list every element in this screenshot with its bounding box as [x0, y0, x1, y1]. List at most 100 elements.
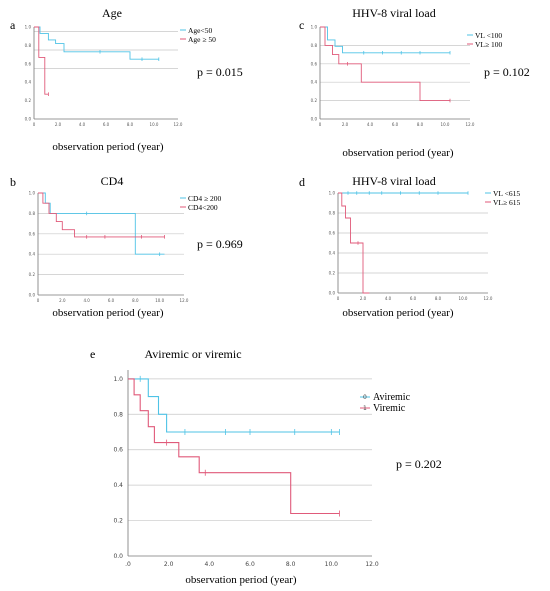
legend-label: CD4<200 — [188, 203, 218, 212]
legend-label: VL <615 — [493, 189, 520, 198]
y-tick-label: 0.4 — [311, 80, 318, 85]
y-tick-label: 0.2 — [113, 518, 123, 525]
x-tick-label: 0 — [337, 296, 340, 301]
legend-label: VL≥ 615 — [493, 198, 520, 207]
y-tick-label: 0.4 — [329, 251, 336, 256]
panel-b-x-axis-label: observation period (year) — [52, 307, 164, 319]
panel-a: a Age 0 2.0 4.0 6.0 8.0 10.0 12.00.00.20.40.60… — [10, 6, 243, 153]
panel-c-x-axis-label: observation period (year) — [342, 147, 454, 159]
panel-d-x-axis-label: observation period (year) — [342, 307, 454, 319]
y-tick-label: 0.8 — [311, 43, 318, 48]
panel-c-plot: 0 2.0 4.0 6.0 8.0 10.0 12.0 0.0 0.2 0.4 0.6 0.8 1.0 — [311, 25, 475, 128]
y-tick-label: 0.8 — [113, 411, 123, 418]
y-tick-label: 0.2 — [29, 272, 36, 277]
x-tick-label: 6.0 — [392, 122, 399, 127]
panel-a-title: Age — [102, 6, 122, 20]
panel-a-p-value: p = 0.015 — [197, 65, 243, 79]
x-tick-label: 8.0 — [127, 122, 134, 127]
x-tick-label: 6.0 — [103, 122, 110, 127]
panel-e: e Aviremic or viremic .0 2.0 4.0 6.0 8.0 10.0… — [90, 347, 442, 586]
panel-e-title: Aviremic or viremic — [144, 347, 241, 361]
km-curve-vl-100 — [320, 26, 450, 54]
x-tick-label: 4.0 — [83, 298, 90, 303]
x-tick-label: 8.0 — [286, 561, 296, 568]
panel-c-p-value: p = 0.102 — [484, 65, 530, 79]
panel-c: c HHV-8 viral load 0 2.0 4.0 6.0 8.0 10.0 12.0… — [299, 6, 530, 159]
legend-code: 0 — [363, 394, 367, 401]
y-tick-label: 0.0 — [329, 291, 336, 296]
panel-e-legend: 0 Aviremic 1 Viremic — [360, 392, 411, 414]
y-tick-label: 0.6 — [25, 61, 32, 66]
legend-code: 1 — [363, 405, 367, 412]
panel-b-title: CD4 — [101, 174, 124, 188]
panel-b-p-value: p = 0.969 — [197, 237, 243, 251]
km-curve-cd4-200 — [38, 192, 165, 238]
panel-a-plot: 0 2.0 4.0 6.0 8.0 10.0 12.0 0.0 0.2 0.4 0.6 0.8 1.0 — [25, 25, 183, 128]
legend-label: Age<50 — [188, 26, 212, 35]
legend-label: Age ≥ 50 — [188, 35, 216, 44]
x-tick-label: 10.0 — [325, 561, 339, 568]
x-tick-label: 10.0 — [155, 298, 164, 303]
x-tick-label: 6.0 — [108, 298, 115, 303]
x-tick-label: 6.0 — [245, 561, 255, 568]
legend-label: VL≥ 100 — [475, 40, 502, 49]
legend-label: VL <100 — [475, 31, 502, 40]
x-tick-label: 8.0 — [435, 296, 442, 301]
y-tick-label: 0.6 — [29, 231, 36, 236]
panel-e-p-value: p = 0.202 — [396, 457, 442, 471]
y-tick-label: 0.4 — [25, 80, 32, 85]
legend-label: CD4 ≥ 200 — [188, 194, 222, 203]
km-curve-age-50 — [34, 26, 159, 60]
y-tick-label: 0.4 — [113, 482, 123, 489]
y-tick-label: 0.6 — [311, 61, 318, 66]
y-tick-label: 0.0 — [311, 117, 318, 122]
panel-b: b CD4 0 2.0 4.0 6.0 8.0 10.0 12.00.00.20.40.60… — [10, 174, 243, 319]
panel-letter-c: c — [299, 18, 304, 32]
x-tick-label: 4.0 — [205, 561, 215, 568]
panel-letter-d: d — [299, 175, 305, 189]
x-tick-label: 8.0 — [132, 298, 139, 303]
y-tick-label: 0.8 — [25, 43, 32, 48]
legend-label: Aviremic — [373, 392, 411, 403]
y-tick-label: 0.2 — [311, 98, 318, 103]
panel-e-plot: .0 2.0 4.0 6.0 8.0 10.0 12.0 0.0 0.2 0.4 0.6 0.8 1.0 — [113, 370, 379, 568]
panel-d: d HHV-8 viral load 0 2.0 4.0 6.0 8.0 10.0 12.0… — [299, 174, 520, 319]
km-curve-cd4-200 — [38, 192, 165, 255]
x-tick-label: 4.0 — [79, 122, 86, 127]
x-tick-label: 10.0 — [459, 296, 468, 301]
panel-letter-e: e — [90, 347, 95, 361]
panel-d-plot: 0 2.0 4.0 6.0 8.0 10.0 12.0 0.0 0.2 0.4 0.6 0.8 1.0 — [329, 191, 493, 302]
y-tick-label: 0.8 — [29, 211, 36, 216]
x-tick-label: 4.0 — [385, 296, 392, 301]
legend-label: Viremic — [373, 403, 406, 414]
x-tick-label: 0 — [319, 122, 322, 127]
km-curve-viremic — [128, 378, 340, 515]
x-tick-label: 2.0 — [360, 296, 367, 301]
y-tick-label: 0.6 — [329, 231, 336, 236]
panel-letter-b: b — [10, 175, 16, 189]
y-tick-label: 0.6 — [113, 447, 123, 454]
km-curve-vl-100 — [320, 26, 450, 102]
panel-d-title: HHV-8 viral load — [352, 174, 436, 188]
x-tick-label: 12.0 — [174, 122, 183, 127]
y-tick-label: 1.0 — [25, 25, 32, 30]
panel-a-x-axis-label: observation period (year) — [52, 141, 164, 153]
x-tick-label: 8.0 — [417, 122, 424, 127]
km-curve-aviremic — [128, 378, 340, 433]
y-tick-label: 0.2 — [329, 271, 336, 276]
x-tick-label: 0 — [37, 298, 40, 303]
y-tick-label: 0.8 — [329, 211, 336, 216]
y-tick-label: 1.0 — [311, 25, 318, 30]
y-tick-label: 1.0 — [113, 376, 123, 383]
x-tick-label: 0 — [33, 122, 36, 127]
panel-b-plot: 0 2.0 4.0 6.0 8.0 10.0 12.0 0.0 0.2 0.4 0.6 0.8 1.0 — [29, 191, 189, 304]
y-tick-label: 1.0 — [329, 191, 336, 196]
x-tick-label: 2.0 — [55, 122, 62, 127]
x-tick-label: 12.0 — [484, 296, 493, 301]
x-tick-label: 4.0 — [367, 122, 374, 127]
y-tick-label: 0.2 — [25, 98, 32, 103]
